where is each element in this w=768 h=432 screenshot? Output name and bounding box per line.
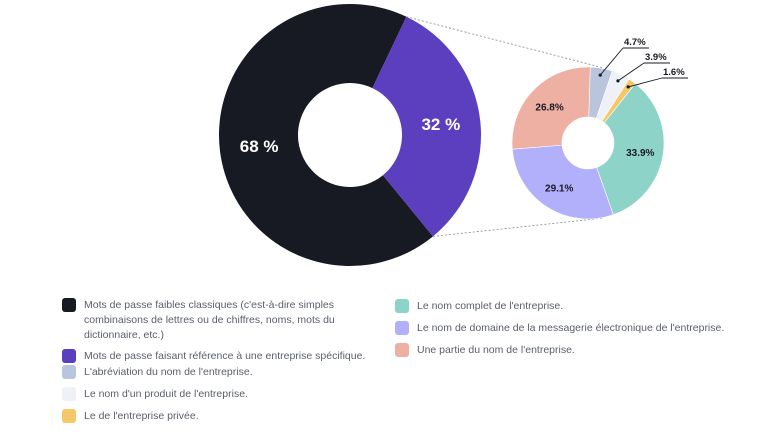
legend-item-abbreviation: L'abréviation du nom de l'entreprise. — [62, 365, 392, 380]
legend-swatch — [62, 387, 76, 401]
legend-swatch — [62, 349, 76, 363]
legend-label: Mots de passe faisant référence à une en… — [84, 350, 366, 362]
legend-label: Le nom de domaine de la messagerie élect… — [417, 322, 725, 334]
legend-item-product-name: Le nom d'un produit de l'entreprise. — [62, 387, 392, 402]
legend-swatch — [395, 321, 409, 335]
legend-label: Mots de passe faibles classiques (c'est-… — [84, 299, 335, 341]
legend-item-company-specific: Mots de passe faisant référence à une en… — [62, 349, 392, 364]
legend-item-email-domain: Le nom de domaine de la messagerie élect… — [395, 321, 765, 336]
legend-swatch — [62, 298, 76, 312]
callout-value-label: 4.7% — [624, 37, 646, 48]
donut-slice — [511, 144, 614, 220]
slice-value-label: 68 % — [240, 137, 279, 156]
donut-slice — [596, 83, 665, 216]
legend-swatch — [62, 365, 76, 379]
callout-labels: 4.7% 3.9% 1.6% — [598, 37, 688, 89]
chart-area: 68 % 32 % 33.9% 29.1% 26.8% 4.7% 3.9% 1.6% — [219, 4, 688, 267]
legend-swatch — [62, 409, 76, 423]
connector-lines — [406, 16, 605, 237]
donut-slice — [511, 66, 591, 150]
legend-swatch — [395, 343, 409, 357]
legend-swatch — [395, 299, 409, 313]
legend-item-full-name: Le nom complet de l'entreprise. — [395, 299, 765, 314]
donut-slice — [372, 16, 481, 237]
main-donut-chart: 68 % 32 % — [219, 4, 481, 267]
donut-slice — [219, 4, 433, 267]
slice-value-label: 32 % — [421, 115, 460, 134]
slice-value-label: 33.9% — [626, 148, 654, 159]
donut-slice — [601, 78, 636, 124]
legend-label: Le nom complet de l'entreprise. — [417, 300, 564, 312]
legend-item-private-company: Le de l'entreprise privée. — [62, 409, 392, 424]
legend-item-classic-weak: Mots de passe faibles classiques (c'est-… — [62, 298, 382, 343]
breakdown-donut-chart: 33.9% 29.1% 26.8% — [511, 66, 665, 220]
legend-label: Le nom d'un produit de l'entreprise. — [84, 388, 248, 400]
callout-value-label: 3.9% — [645, 52, 667, 63]
slice-value-label: 29.1% — [545, 183, 573, 194]
legend-label: L'abréviation du nom de l'entreprise. — [84, 366, 253, 378]
legend-label: Le de l'entreprise privée. — [84, 410, 199, 422]
callout-value-label: 1.6% — [663, 67, 685, 78]
legend-label: Une partie du nom de l'entreprise. — [417, 344, 575, 356]
legend-item-partial-name: Une partie du nom de l'entreprise. — [395, 343, 765, 358]
slice-value-label: 26.8% — [535, 102, 563, 113]
